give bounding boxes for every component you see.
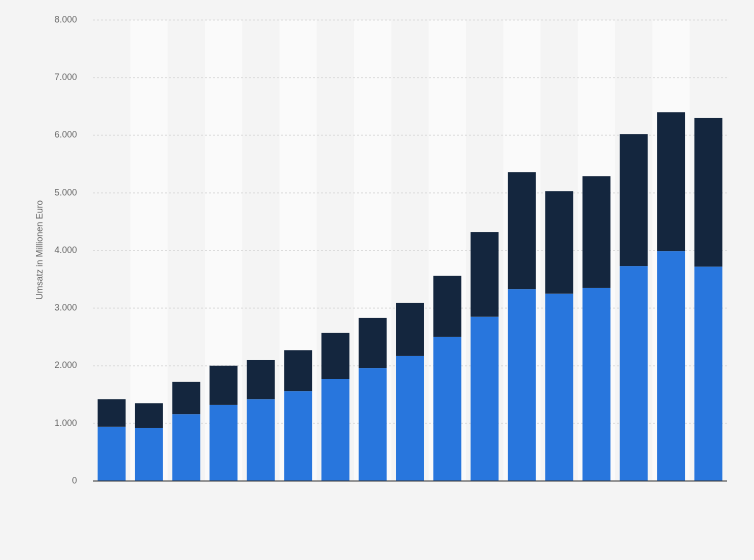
bar-segment bbox=[582, 287, 611, 481]
bar-segment bbox=[657, 112, 686, 252]
bar-segment bbox=[321, 332, 350, 380]
bar-segment bbox=[657, 251, 686, 481]
bar-segment bbox=[694, 266, 723, 481]
y-tick-label: 0 bbox=[72, 475, 77, 485]
y-tick-label: 5.000 bbox=[54, 187, 77, 197]
y-tick-label: 8.000 bbox=[54, 14, 77, 24]
bar-segment bbox=[172, 414, 201, 481]
bar-segment bbox=[545, 293, 574, 481]
bar-segment bbox=[433, 275, 462, 337]
bar-segment bbox=[507, 289, 536, 481]
bar-segment bbox=[396, 355, 424, 481]
bar-segment bbox=[507, 172, 536, 290]
bar-segment bbox=[246, 399, 275, 481]
bar-segment bbox=[358, 368, 387, 481]
y-tick-label: 7.000 bbox=[54, 72, 77, 82]
bar-segment bbox=[582, 176, 611, 288]
y-tick-label: 6.000 bbox=[54, 130, 77, 140]
bar-segment bbox=[619, 134, 648, 267]
y-tick-label: 1.000 bbox=[54, 418, 77, 428]
bar-segment bbox=[97, 399, 126, 427]
bar-segment bbox=[470, 316, 499, 481]
bar-segment bbox=[470, 232, 499, 317]
y-tick-label: 2.000 bbox=[54, 360, 77, 370]
y-axis-label: Umsatz in Millionen Euro bbox=[34, 200, 44, 300]
bar-segment bbox=[97, 426, 126, 481]
bar-segment bbox=[321, 379, 350, 481]
bar-segment bbox=[209, 404, 238, 481]
bar-segment bbox=[284, 350, 313, 392]
bar-segment bbox=[284, 391, 313, 481]
bar-segment bbox=[172, 381, 201, 415]
bar-segment bbox=[134, 427, 163, 481]
bar-segment bbox=[209, 365, 238, 405]
bar-segment bbox=[619, 266, 648, 481]
bar-segment bbox=[545, 191, 574, 294]
bar-segment bbox=[396, 302, 424, 356]
y-tick-label: 4.000 bbox=[54, 245, 77, 255]
bar-segment bbox=[694, 117, 723, 267]
bar-segment bbox=[246, 359, 275, 400]
bar-segment bbox=[134, 403, 163, 428]
bar-segment bbox=[358, 317, 387, 369]
y-tick-label: 3.000 bbox=[54, 303, 77, 313]
bar-segment bbox=[433, 336, 462, 481]
